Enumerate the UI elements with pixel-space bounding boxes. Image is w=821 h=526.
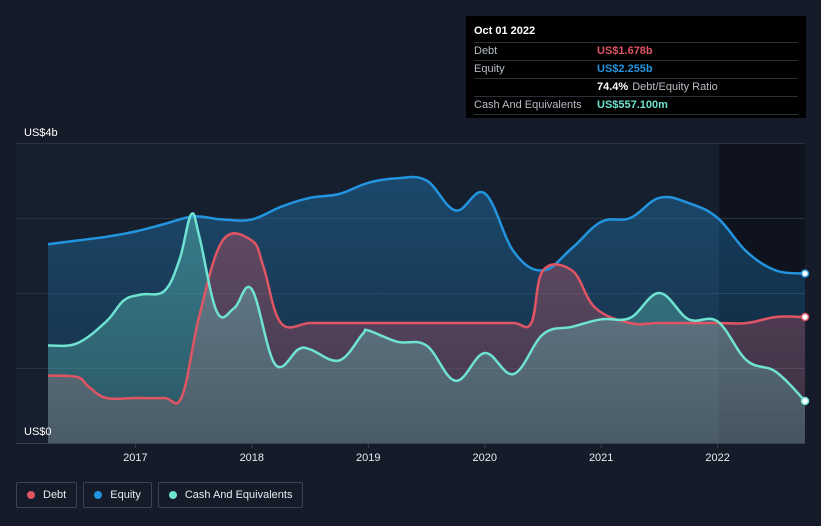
tooltip-debt-label: Debt: [474, 45, 498, 57]
x-tick-label: 2019: [356, 452, 380, 464]
x-tick-label: 2021: [589, 452, 613, 464]
legend-debt-label: Debt: [43, 489, 67, 501]
legend-item-cash[interactable]: Cash And Equivalents: [157, 482, 304, 508]
tooltip-equity-value: US$2.255b: [597, 63, 653, 75]
legend-equity-dot-icon: [94, 491, 103, 499]
tooltip-equity-label: Equity: [474, 63, 505, 75]
x-tick-label: 2020: [472, 452, 496, 464]
tooltip-panel: Oct 01 2022 Debt US$1.678b Equity US$2.2…: [466, 16, 806, 118]
tooltip-ratio-spacer: [474, 79, 597, 96]
legend-equity-label: Equity: [110, 489, 141, 501]
y-axis-top-label: US$4b: [24, 127, 58, 139]
series-endpoints: [800, 269, 810, 406]
series-areas: [48, 177, 805, 443]
tooltip-row-equity: Equity US$2.255b: [474, 60, 798, 78]
debt-endpoint-marker: [800, 312, 810, 322]
x-tick-label: 2022: [705, 452, 729, 464]
tooltip-row-ratio: 74.4% Debt/Equity Ratio: [474, 78, 798, 96]
tooltip-row-debt: Debt US$1.678b: [474, 42, 798, 60]
tooltip-date: Oct 01 2022: [474, 25, 536, 37]
legend-item-equity[interactable]: Equity: [83, 482, 152, 508]
series-lines: [47, 175, 806, 405]
tooltip-debt-value: US$1.678b: [597, 45, 653, 57]
x-axis-ticks: 2017 2018 2019 2020 2021 2022: [123, 443, 730, 464]
debt-line: [47, 232, 806, 405]
tooltip-ratio-value: 74.4%: [597, 81, 629, 93]
cash-endpoint-marker: [800, 396, 810, 406]
legend-cash-dot-icon: [168, 491, 177, 499]
equity-endpoint-marker: [800, 269, 810, 278]
x-tick-label: 2017: [123, 452, 147, 464]
tooltip-ratio-label: Debt/Equity Ratio: [632, 81, 718, 93]
y-axis-bottom-label: US$0: [24, 426, 52, 438]
tooltip-cash-value: US$557.100m: [597, 99, 668, 111]
legend-item-debt[interactable]: Debt: [16, 482, 78, 508]
legend-cash-label: Cash And Equivalents: [184, 489, 293, 501]
tooltip-row-cash: Cash And Equivalents US$557.100m: [474, 96, 798, 115]
cash-area: [48, 213, 805, 443]
cash-line: [47, 212, 806, 402]
chart-legend: Debt Equity Cash And Equivalents: [16, 482, 304, 508]
x-tick-label: 2018: [240, 452, 264, 464]
tooltip-cash-label: Cash And Equivalents: [474, 99, 582, 111]
legend-debt-dot-icon: [27, 491, 35, 499]
equity-line: [47, 175, 806, 275]
